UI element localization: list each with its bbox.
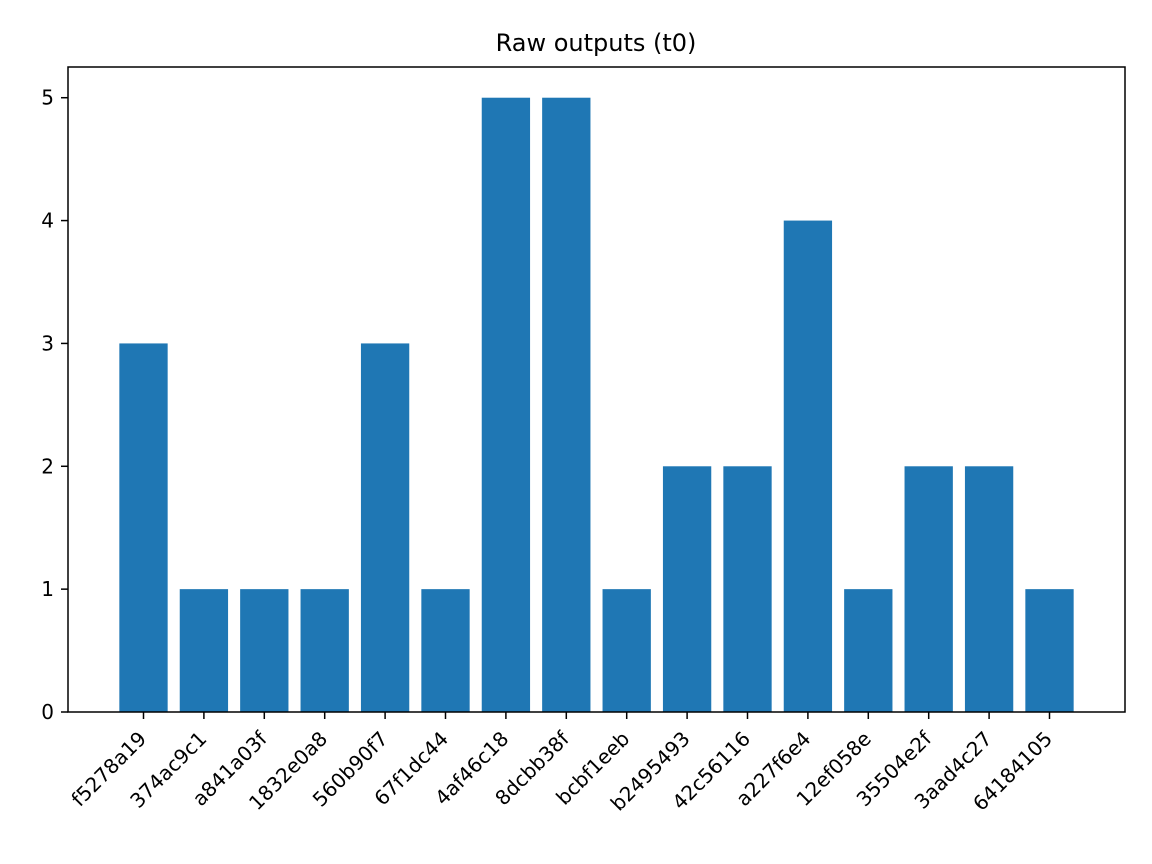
bar-35504e2f	[904, 466, 953, 712]
bar-64184105	[1025, 589, 1074, 712]
bars-group	[119, 97, 1074, 713]
bar-4af46c18	[481, 97, 531, 712]
bar-b2495493	[662, 466, 712, 712]
bar-bcbf1eeb	[602, 589, 651, 712]
bar-1832e0a8	[300, 589, 349, 712]
bar-560b90f7	[360, 343, 410, 712]
y-tick-label: 3	[41, 331, 54, 355]
bar-a841a03f	[240, 589, 289, 712]
bar-42c56116	[723, 466, 772, 712]
y-axis: 0 1 2 3 4 5	[41, 86, 68, 724]
bar-12ef058e	[844, 589, 893, 712]
y-tick-label: 2	[41, 454, 54, 478]
bar-67f1dc44	[421, 589, 470, 712]
bar-374ac9c1	[179, 589, 229, 712]
y-tick-label: 0	[41, 700, 54, 724]
y-tick-label: 4	[41, 209, 54, 233]
plot-frame	[67, 66, 1126, 713]
bar-f5278a19	[119, 343, 168, 712]
y-tick-label: 5	[41, 86, 54, 110]
bar-3aad4c27	[964, 466, 1014, 712]
y-tick-label: 1	[41, 577, 54, 601]
bar-8dcbb38f	[542, 97, 591, 712]
chart-title: Raw outputs (t0)	[496, 29, 697, 57]
bar-a227f6e4	[783, 220, 833, 713]
x-axis: f5278a19374ac9c1a841a03f1832e0a8560b90f7…	[66, 712, 1057, 816]
